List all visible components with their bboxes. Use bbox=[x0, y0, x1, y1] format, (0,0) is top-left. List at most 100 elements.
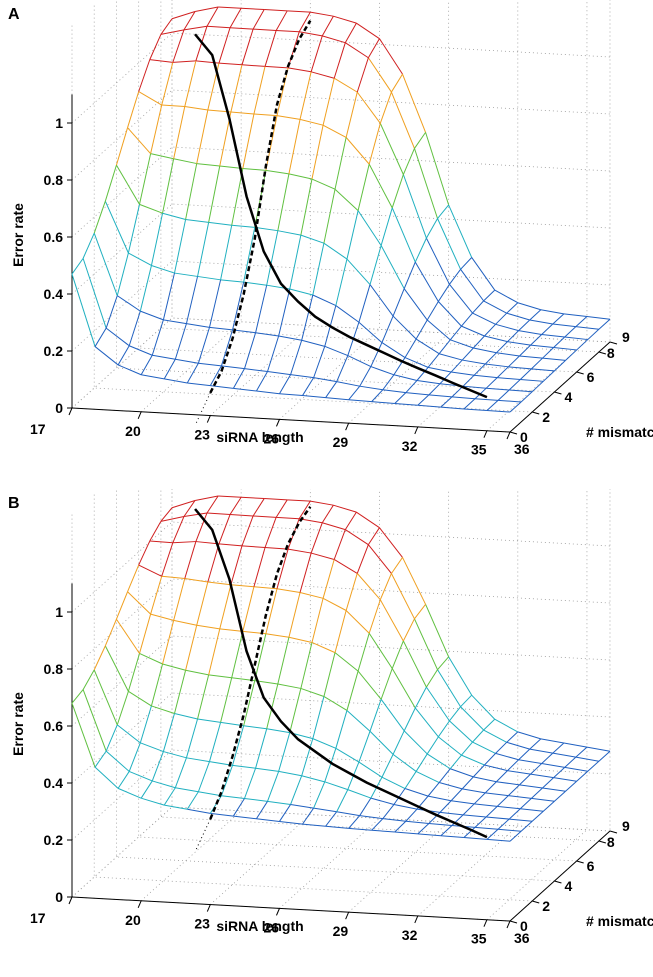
mesh-edge-mismatch bbox=[71, 689, 84, 704]
x-tick-mark bbox=[506, 920, 511, 929]
mesh-edge-length bbox=[347, 789, 372, 799]
mesh-edge-mismatch bbox=[255, 285, 268, 333]
mesh-edge-length bbox=[379, 599, 404, 642]
mesh-edge-length bbox=[439, 353, 463, 361]
mesh-edge-length bbox=[128, 690, 152, 707]
mesh-edge-length bbox=[194, 495, 219, 501]
mesh-edge-mismatch bbox=[299, 552, 312, 593]
mesh-edge-mismatch bbox=[405, 380, 418, 393]
mesh-edge-length bbox=[255, 332, 279, 337]
mesh-edge-mismatch bbox=[530, 334, 543, 346]
mesh-edge-length bbox=[151, 705, 175, 714]
mesh-edge-length bbox=[322, 522, 346, 531]
mesh-edge-length bbox=[575, 326, 599, 330]
mesh-edge-mismatch bbox=[450, 359, 463, 373]
mesh-edge-mismatch bbox=[461, 741, 473, 756]
mesh-edge-mismatch bbox=[218, 514, 231, 545]
mesh-edge-mismatch bbox=[404, 771, 417, 789]
y-tick-label: 4 bbox=[564, 389, 572, 405]
y-tick-label: 6 bbox=[587, 369, 595, 385]
mesh-edge-mismatch bbox=[243, 227, 256, 283]
mesh-edge-mismatch bbox=[575, 746, 588, 758]
z-tick-label: 0.4 bbox=[44, 775, 64, 791]
mesh-edge-length bbox=[218, 543, 243, 547]
mesh-edge-length bbox=[140, 310, 164, 321]
mesh-edge-length bbox=[277, 230, 301, 236]
z-axis-label: Error rate bbox=[10, 203, 26, 267]
mesh-edge-length bbox=[449, 720, 473, 743]
x-axis-line bbox=[71, 896, 511, 922]
x-tick-label: 20 bbox=[125, 423, 141, 439]
mesh-edge-length bbox=[390, 91, 415, 149]
x-tick-mark bbox=[206, 904, 211, 912]
mesh-edge-mismatch bbox=[265, 588, 278, 634]
mesh-edge-length bbox=[208, 674, 232, 679]
mesh-edge-mismatch bbox=[356, 544, 369, 574]
y-tick-label: 6 bbox=[587, 858, 595, 874]
mesh-edge-length bbox=[414, 618, 438, 670]
mesh-edge-mismatch bbox=[542, 800, 555, 812]
mesh-edge-length bbox=[542, 357, 566, 361]
mesh-edge-length bbox=[346, 258, 371, 285]
mesh-edge-length bbox=[300, 234, 325, 244]
mesh-edge-mismatch bbox=[390, 73, 403, 93]
mesh-edge-length bbox=[93, 669, 118, 726]
mesh-edge-length bbox=[413, 148, 438, 219]
mesh-edge-length bbox=[473, 776, 497, 783]
mesh-edge-mismatch bbox=[485, 805, 498, 818]
y-tick-label: 2 bbox=[542, 898, 550, 914]
mesh-edge-mismatch bbox=[206, 495, 219, 514]
mesh-edge-length bbox=[311, 178, 336, 190]
y-tick-label: 9 bbox=[622, 818, 630, 834]
mesh-edge-mismatch bbox=[312, 696, 325, 739]
mesh-edge-mismatch bbox=[472, 335, 485, 349]
mesh-edge-mismatch bbox=[265, 115, 278, 171]
mesh-edge-mismatch bbox=[242, 113, 255, 169]
mesh-edge-mismatch bbox=[439, 371, 452, 385]
mesh-edge-mismatch bbox=[139, 265, 152, 312]
mesh-edge-mismatch bbox=[518, 319, 531, 332]
mesh-edge-mismatch bbox=[414, 686, 427, 709]
mesh-edge-mismatch bbox=[128, 742, 141, 772]
mesh-edge-mismatch bbox=[288, 592, 301, 638]
mesh-edge-mismatch bbox=[405, 808, 418, 822]
mesh-edge-length bbox=[509, 389, 533, 393]
mesh-edge-mismatch bbox=[564, 756, 577, 768]
mesh-edge-length bbox=[313, 807, 337, 813]
x-tick-label: 36 bbox=[514, 441, 530, 457]
mesh-edge-length bbox=[463, 408, 487, 412]
x-tick-label: 29 bbox=[333, 923, 349, 939]
mesh-edge-length bbox=[540, 738, 564, 744]
y-tick-mark bbox=[609, 341, 618, 345]
mesh-edge-length bbox=[71, 273, 96, 347]
mesh-edge-mismatch bbox=[115, 591, 129, 620]
mesh-edge-length bbox=[187, 382, 211, 387]
mesh-edge-length bbox=[425, 686, 450, 722]
panel-letter: B bbox=[8, 495, 20, 512]
mesh-edge-mismatch bbox=[298, 500, 311, 519]
mesh-edge-mismatch bbox=[368, 123, 381, 165]
mesh-edge-mismatch bbox=[197, 674, 210, 720]
mesh-edge-length bbox=[439, 782, 463, 790]
mesh-edge-mismatch bbox=[451, 385, 464, 398]
mesh-edge-mismatch bbox=[220, 765, 234, 796]
mesh-edge-length bbox=[265, 547, 289, 550]
mesh-edge-mismatch bbox=[196, 581, 209, 626]
mesh-edge-mismatch bbox=[369, 245, 382, 285]
mesh-edge-length bbox=[323, 696, 348, 711]
mesh-edge-length bbox=[219, 628, 243, 632]
mesh-edge-mismatch bbox=[127, 204, 140, 254]
z-tick-label: 0.4 bbox=[44, 286, 64, 302]
mesh-edge-mismatch bbox=[391, 557, 403, 574]
mesh-edge-length bbox=[402, 174, 427, 239]
mesh-edge-length bbox=[371, 401, 395, 404]
mesh-edge-length bbox=[187, 808, 211, 814]
y-tick-label: 2 bbox=[542, 409, 550, 425]
z-tick-label: 0 bbox=[55, 400, 63, 416]
mesh-edge-length bbox=[265, 169, 289, 175]
mesh-edge-length bbox=[194, 6, 219, 12]
mesh-edge-length bbox=[428, 822, 452, 826]
mesh-edge-length bbox=[325, 825, 349, 829]
mesh-edge-mismatch bbox=[140, 780, 153, 799]
mesh-edge-mismatch bbox=[255, 801, 268, 820]
